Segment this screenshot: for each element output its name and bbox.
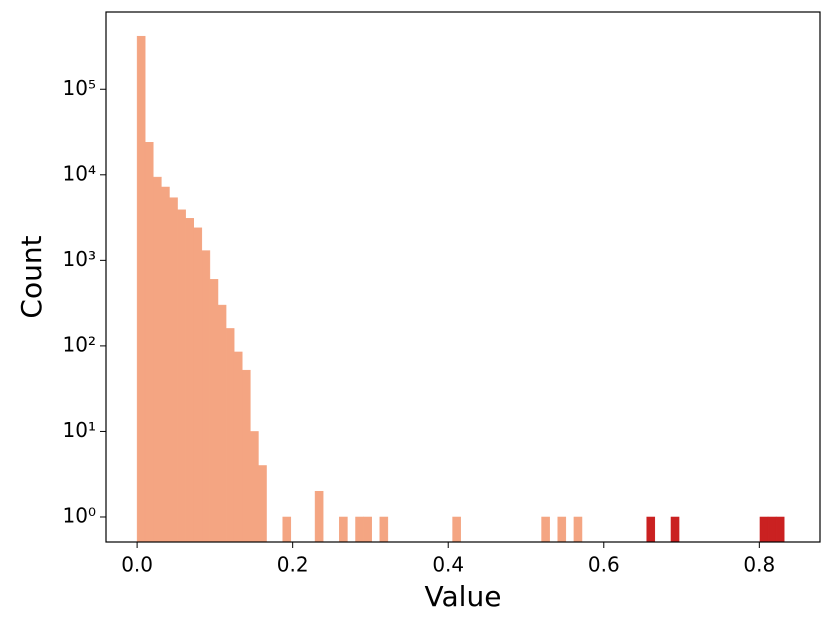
bar	[258, 465, 267, 543]
bar	[339, 516, 348, 543]
bar	[355, 516, 364, 543]
x-tick-label: 0.0	[121, 553, 153, 577]
y-tick-label: 10¹	[63, 418, 96, 442]
bar	[185, 218, 194, 543]
bar	[169, 197, 178, 543]
bar	[242, 369, 251, 543]
bar	[282, 516, 292, 543]
y-tick-label: 10⁴	[63, 161, 96, 185]
y-tick-label: 10⁰	[63, 503, 96, 527]
bar	[557, 516, 567, 543]
bar	[193, 227, 203, 543]
y-tick-label: 10³	[63, 247, 96, 271]
bar	[670, 516, 680, 543]
x-tick-label: 0.6	[588, 553, 620, 577]
plot-frame	[105, 11, 821, 543]
bar	[452, 516, 461, 543]
x-tick-label: 0.2	[277, 553, 309, 577]
bar	[161, 186, 170, 543]
bar	[363, 516, 372, 543]
bar	[209, 279, 219, 543]
bar	[177, 209, 186, 543]
bar	[314, 490, 324, 543]
bar	[136, 35, 146, 543]
y-tick-label: 10²	[63, 332, 96, 356]
bar	[759, 516, 769, 543]
bar	[250, 431, 259, 543]
bar	[225, 328, 235, 543]
bar	[379, 516, 389, 543]
y-tick-label: 10⁵	[63, 76, 96, 100]
x-axis-label: Value	[425, 580, 502, 613]
bar	[153, 176, 162, 543]
bar	[646, 516, 656, 543]
bar	[541, 516, 550, 543]
bar	[775, 516, 785, 543]
bar	[767, 516, 777, 543]
bar	[233, 351, 243, 543]
x-tick-label: 0.4	[432, 553, 464, 577]
bar	[201, 250, 211, 543]
bar	[573, 516, 583, 543]
bar	[217, 304, 227, 543]
y-axis-label: Count	[15, 235, 48, 318]
x-tick-label: 0.8	[743, 553, 775, 577]
bar	[144, 142, 154, 543]
